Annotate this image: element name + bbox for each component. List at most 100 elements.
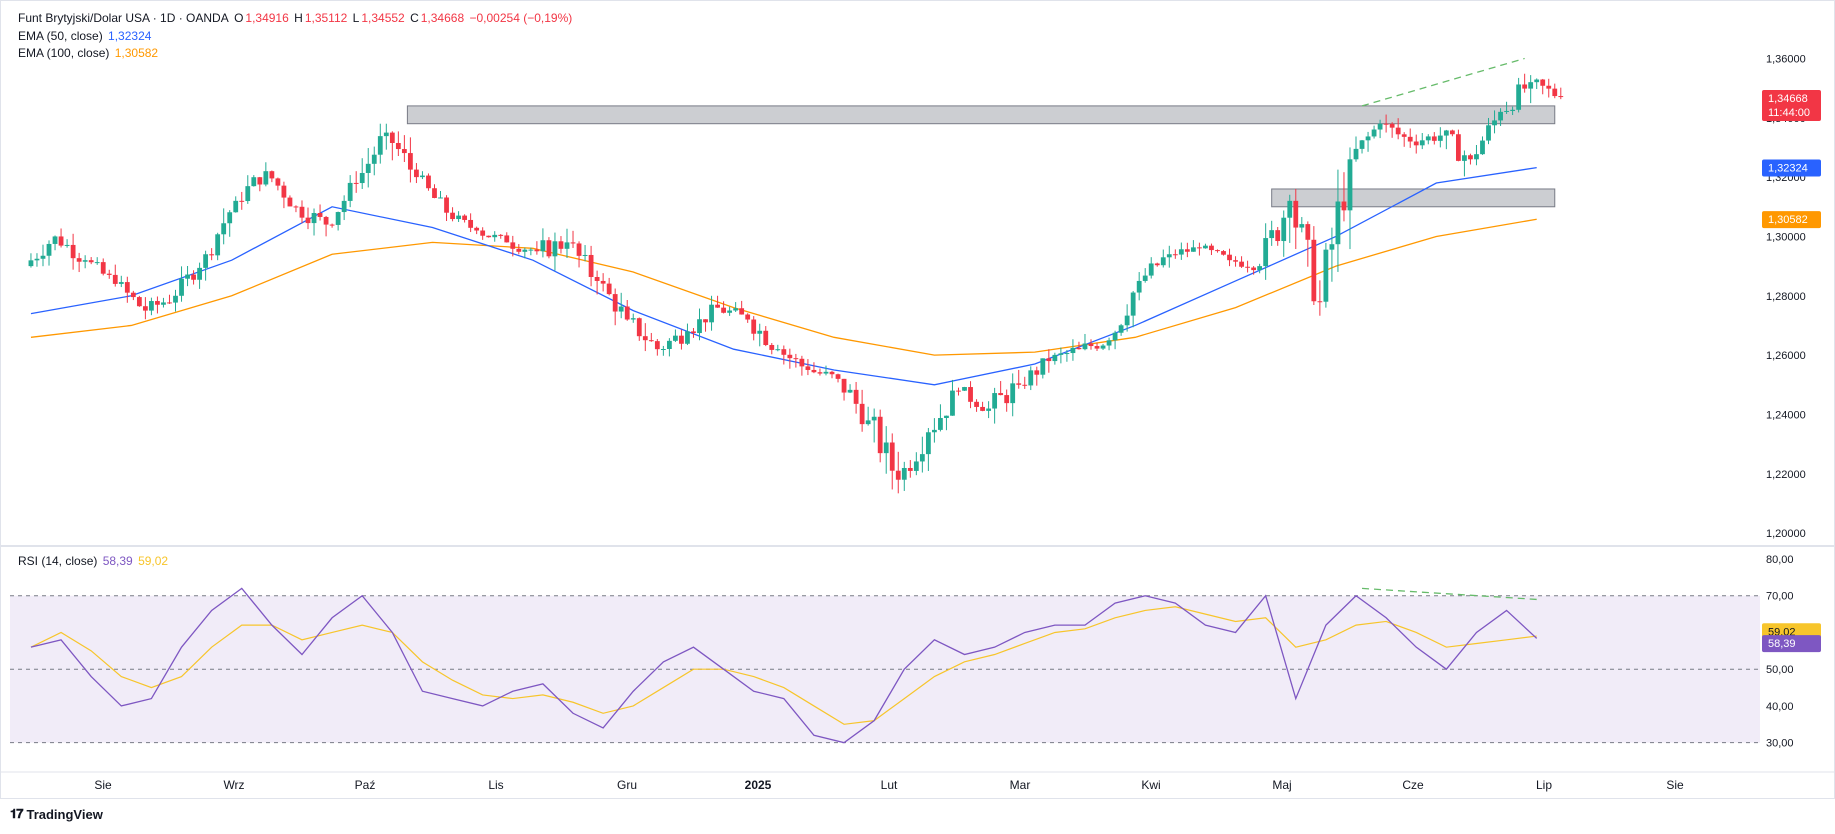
candle bbox=[938, 404, 943, 432]
candle bbox=[1462, 150, 1467, 177]
candle-body bbox=[407, 153, 413, 170]
candle-body bbox=[395, 142, 401, 150]
candle-body bbox=[498, 234, 504, 236]
candle-body bbox=[263, 171, 269, 185]
candle-body bbox=[245, 186, 251, 202]
candle bbox=[1058, 347, 1064, 364]
rsi-value: 58,39 bbox=[102, 554, 133, 568]
candle bbox=[444, 195, 449, 222]
candle-body bbox=[1203, 245, 1208, 249]
candle bbox=[1070, 339, 1076, 361]
candle bbox=[124, 276, 130, 303]
candle bbox=[1305, 221, 1311, 267]
candle bbox=[1449, 129, 1455, 137]
candle-body bbox=[215, 234, 221, 256]
open-value: 1,34916 bbox=[245, 11, 289, 25]
candle-body bbox=[185, 274, 190, 279]
candle bbox=[1413, 134, 1419, 154]
candle bbox=[1546, 78, 1552, 98]
candle-body bbox=[504, 235, 510, 243]
candle-body bbox=[1335, 201, 1341, 245]
rsi-badge-text: 58,39 bbox=[1768, 638, 1796, 650]
candle-body bbox=[347, 182, 353, 201]
candle bbox=[775, 344, 781, 352]
rsi-pane[interactable] bbox=[10, 587, 1760, 744]
candle-body bbox=[950, 390, 955, 416]
candle bbox=[1437, 127, 1443, 148]
candle bbox=[660, 345, 666, 356]
time-tick-label: Wrz bbox=[223, 778, 244, 792]
candle bbox=[130, 290, 136, 301]
candle bbox=[281, 181, 287, 209]
candle bbox=[106, 269, 112, 279]
rsi-tick-label: 30,00 bbox=[1766, 738, 1794, 750]
candle bbox=[1468, 153, 1473, 165]
candle-body bbox=[46, 243, 52, 256]
candle bbox=[968, 381, 973, 409]
time-tick-label: Mar bbox=[1010, 778, 1031, 792]
candle bbox=[733, 302, 739, 312]
candle-body bbox=[1233, 260, 1238, 262]
candle bbox=[606, 277, 612, 296]
high-label: H bbox=[294, 11, 303, 25]
candle-body bbox=[600, 280, 606, 284]
rsi-tick-label: 40,00 bbox=[1766, 701, 1794, 713]
price-pane[interactable] bbox=[28, 57, 1564, 494]
candle bbox=[1516, 77, 1522, 113]
candle bbox=[1425, 134, 1431, 145]
candle-body bbox=[34, 258, 40, 261]
candle bbox=[1407, 128, 1413, 148]
resistance-zone-1 bbox=[406, 105, 1556, 125]
rsi-trendline bbox=[1361, 587, 1537, 601]
candle bbox=[179, 266, 184, 302]
candle bbox=[269, 170, 275, 183]
candle-body bbox=[1468, 155, 1473, 160]
candle-body bbox=[883, 442, 889, 454]
candle-body bbox=[913, 461, 919, 471]
ema100-label: EMA (100, close) bbox=[18, 46, 110, 60]
ema100-legend[interactable]: EMA (100, close) 1,30582 bbox=[18, 45, 160, 61]
candle-body bbox=[1046, 358, 1052, 362]
candle-body bbox=[1004, 395, 1010, 404]
candle-body bbox=[1546, 85, 1552, 89]
candle bbox=[1552, 83, 1558, 99]
candle bbox=[426, 173, 431, 191]
candle bbox=[1263, 223, 1269, 280]
time-tick-label: Lis bbox=[488, 778, 503, 792]
candle bbox=[769, 343, 775, 355]
candle bbox=[1510, 106, 1516, 115]
candle bbox=[161, 297, 166, 308]
candle bbox=[1257, 263, 1263, 274]
time-tick-label: Sie bbox=[94, 778, 112, 792]
candle bbox=[534, 241, 540, 255]
ema50-legend[interactable]: EMA (50, close) 1,32324 bbox=[18, 28, 153, 44]
candle-body bbox=[1160, 257, 1166, 266]
candle bbox=[118, 275, 124, 288]
candle bbox=[287, 195, 293, 207]
candle-body bbox=[1341, 201, 1347, 211]
candle-body bbox=[654, 341, 660, 350]
last-price-badge-bg bbox=[1762, 89, 1821, 121]
close-value: 1,34668 bbox=[420, 11, 465, 25]
candle bbox=[1052, 352, 1058, 365]
candle bbox=[395, 131, 401, 157]
candle-body bbox=[1082, 343, 1088, 350]
rsi-legend[interactable]: RSI (14, close) 58,39 59,02 bbox=[18, 553, 170, 569]
candle-body bbox=[1528, 82, 1534, 89]
candle bbox=[1269, 220, 1275, 246]
candle bbox=[462, 214, 468, 223]
tradingview-brand[interactable]: 𝟏𝟕 TradingView bbox=[10, 806, 103, 822]
candle bbox=[1431, 132, 1437, 145]
candle-body bbox=[293, 206, 299, 208]
candle bbox=[805, 359, 811, 376]
candle bbox=[64, 239, 70, 248]
candle-body bbox=[257, 177, 263, 185]
candle bbox=[365, 148, 371, 188]
candle bbox=[1010, 373, 1016, 417]
candle-body bbox=[841, 378, 847, 393]
candle-body bbox=[1148, 263, 1154, 276]
candle-body bbox=[82, 260, 88, 262]
candle bbox=[1022, 376, 1028, 389]
candle bbox=[944, 415, 949, 431]
